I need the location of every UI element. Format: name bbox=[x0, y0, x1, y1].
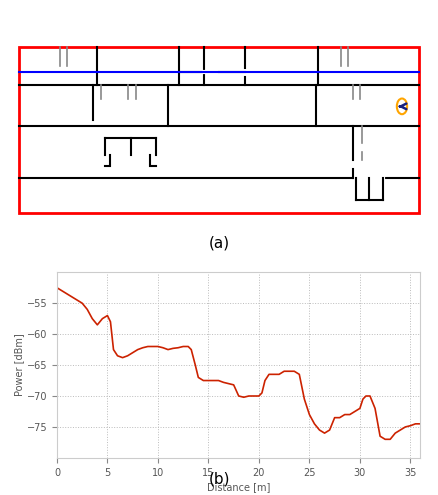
Y-axis label: Power [dBm]: Power [dBm] bbox=[14, 334, 24, 396]
Bar bbox=[19, 47, 419, 213]
Circle shape bbox=[397, 99, 407, 114]
Text: (a): (a) bbox=[208, 235, 230, 250]
X-axis label: Distance [m]: Distance [m] bbox=[207, 482, 270, 492]
Text: (b): (b) bbox=[208, 471, 230, 486]
